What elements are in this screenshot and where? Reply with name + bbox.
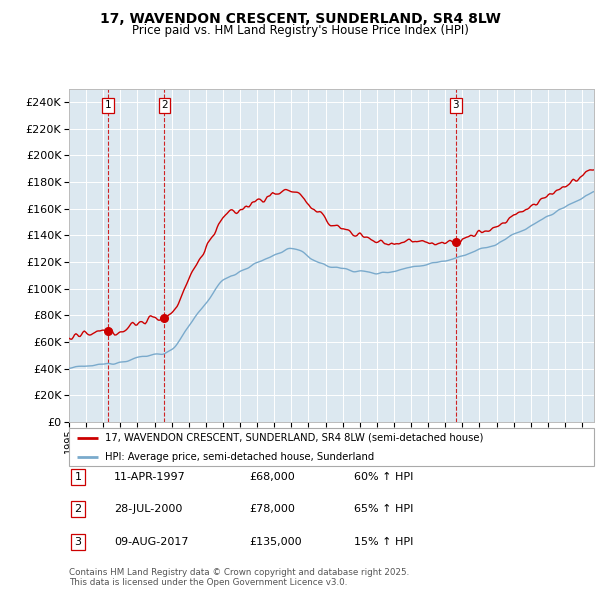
Text: 09-AUG-2017: 09-AUG-2017 [114,537,188,546]
Text: 1: 1 [104,100,112,110]
Text: £78,000: £78,000 [249,504,295,514]
Text: 2: 2 [74,504,82,514]
Text: 60% ↑ HPI: 60% ↑ HPI [354,472,413,481]
Text: 1: 1 [74,472,82,481]
Text: 28-JUL-2000: 28-JUL-2000 [114,504,182,514]
Text: 15% ↑ HPI: 15% ↑ HPI [354,537,413,546]
Text: 2: 2 [161,100,168,110]
Text: 65% ↑ HPI: 65% ↑ HPI [354,504,413,514]
Text: 17, WAVENDON CRESCENT, SUNDERLAND, SR4 8LW: 17, WAVENDON CRESCENT, SUNDERLAND, SR4 8… [100,12,500,26]
Text: HPI: Average price, semi-detached house, Sunderland: HPI: Average price, semi-detached house,… [105,452,374,462]
Text: 17, WAVENDON CRESCENT, SUNDERLAND, SR4 8LW (semi-detached house): 17, WAVENDON CRESCENT, SUNDERLAND, SR4 8… [105,432,483,442]
Text: 3: 3 [452,100,459,110]
Text: Price paid vs. HM Land Registry's House Price Index (HPI): Price paid vs. HM Land Registry's House … [131,24,469,37]
Text: 3: 3 [74,537,82,546]
Text: 11-APR-1997: 11-APR-1997 [114,472,186,481]
Text: £135,000: £135,000 [249,537,302,546]
Text: Contains HM Land Registry data © Crown copyright and database right 2025.
This d: Contains HM Land Registry data © Crown c… [69,568,409,587]
Text: £68,000: £68,000 [249,472,295,481]
FancyBboxPatch shape [69,428,594,466]
